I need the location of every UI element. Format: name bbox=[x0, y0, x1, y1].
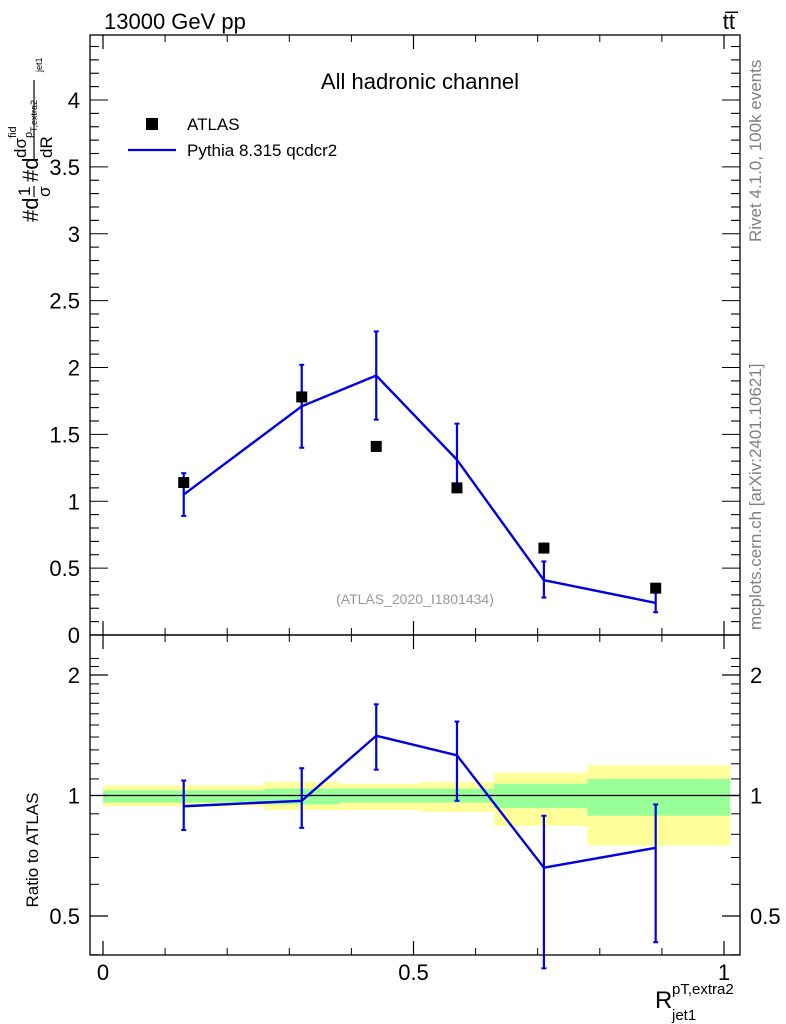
ratio-y-tick-label-right: 0.5 bbox=[750, 904, 781, 929]
ratio-y-tick-label-right: 2 bbox=[750, 663, 762, 688]
ylabel-num1: 1 bbox=[15, 187, 34, 196]
analysis-id-label: (ATLAS_2020_I1801434) bbox=[336, 591, 494, 607]
pythia-line bbox=[183, 374, 656, 605]
x-tick-labels: 0 0.5 1 bbox=[97, 960, 730, 985]
ratio-data-layer bbox=[181, 703, 659, 970]
atlas-data-point bbox=[650, 582, 662, 594]
ratio-y-tick-label-left: 0.5 bbox=[49, 904, 80, 929]
x-axis-label: R pT,extra2 jet1 bbox=[655, 981, 734, 1024]
main-y-tick-label: 1.5 bbox=[49, 422, 80, 447]
main-y-tick-label: 4 bbox=[68, 88, 80, 113]
process-label: tt̅ bbox=[723, 9, 739, 34]
ratio-uncertainty-bands bbox=[103, 765, 740, 846]
main-y-axis-label: #d 1 σ #d dσ fid p T,extra2 dR jet1 bbox=[7, 57, 56, 222]
main-y-tick-label: 3.5 bbox=[49, 155, 80, 180]
ratio-y-tick-label-right: 1 bbox=[750, 784, 762, 809]
xlabel-main: R bbox=[655, 987, 672, 1014]
atlas-data-point bbox=[296, 391, 308, 403]
xlabel-sub: jet1 bbox=[671, 1007, 696, 1024]
main-y-tick-label: 0 bbox=[68, 623, 80, 648]
atlas-data-point bbox=[451, 482, 463, 494]
ylabel-den1: σ bbox=[35, 186, 54, 197]
ratio-y-tick-label-left: 2 bbox=[68, 663, 80, 688]
ylabel-prefix: #d bbox=[18, 198, 43, 222]
ylabel-sup-fid: fid bbox=[7, 126, 19, 138]
ratio-pythia-line bbox=[183, 734, 656, 870]
atlas-data-point bbox=[370, 440, 382, 452]
ratio-panel-ticks bbox=[90, 635, 740, 956]
atlas-data-point bbox=[538, 542, 550, 554]
main-y-tick-label: 2 bbox=[68, 356, 80, 381]
legend-pythia-label: Pythia 8.315 qcdcr2 bbox=[187, 141, 337, 160]
x-tick-label: 0.5 bbox=[398, 960, 429, 985]
ratio-y-tick-label-left: 1 bbox=[68, 784, 80, 809]
ratio-y-tick-labels: 0.5 0.5 1 1 2 2 bbox=[49, 663, 780, 929]
main-panel-ticks bbox=[90, 35, 740, 636]
ratio-y-axis-label: Ratio to ATLAS bbox=[23, 793, 42, 908]
ylabel-mid: #d bbox=[18, 158, 43, 182]
main-y-tick-label: 1 bbox=[68, 489, 80, 514]
channel-label: All hadronic channel bbox=[321, 69, 519, 94]
main-y-tick-labels: 0 0.5 1 1.5 2 2.5 3 3.5 4 bbox=[49, 88, 80, 648]
ylabel-sub-p: p bbox=[23, 132, 35, 138]
main-data-layer bbox=[178, 330, 662, 614]
ylabel-num2: dσ bbox=[11, 138, 30, 158]
rivet-version-label: Rivet 4.1.0, 100k events bbox=[746, 60, 765, 242]
x-tick-label: 0 bbox=[97, 960, 109, 985]
main-y-tick-label: 3 bbox=[68, 222, 80, 247]
atlas-data-point bbox=[178, 477, 190, 489]
ylabel-sub-jet1: jet1 bbox=[34, 57, 44, 73]
x-tick-label: 1 bbox=[718, 960, 730, 985]
legend-atlas-marker bbox=[146, 118, 158, 130]
energy-label: 13000 GeV pp bbox=[104, 9, 246, 34]
legend-atlas-label: ATLAS bbox=[187, 115, 240, 134]
ylabel-den2: dR bbox=[37, 136, 56, 158]
ratio-green-band bbox=[587, 778, 731, 816]
main-y-tick-label: 2.5 bbox=[49, 289, 80, 314]
xlabel-sup: pT,extra2 bbox=[672, 981, 734, 998]
main-y-tick-label: 0.5 bbox=[49, 556, 80, 581]
mcplots-label: mcplots.cern.ch [arXiv:2401.10621] bbox=[746, 364, 765, 630]
